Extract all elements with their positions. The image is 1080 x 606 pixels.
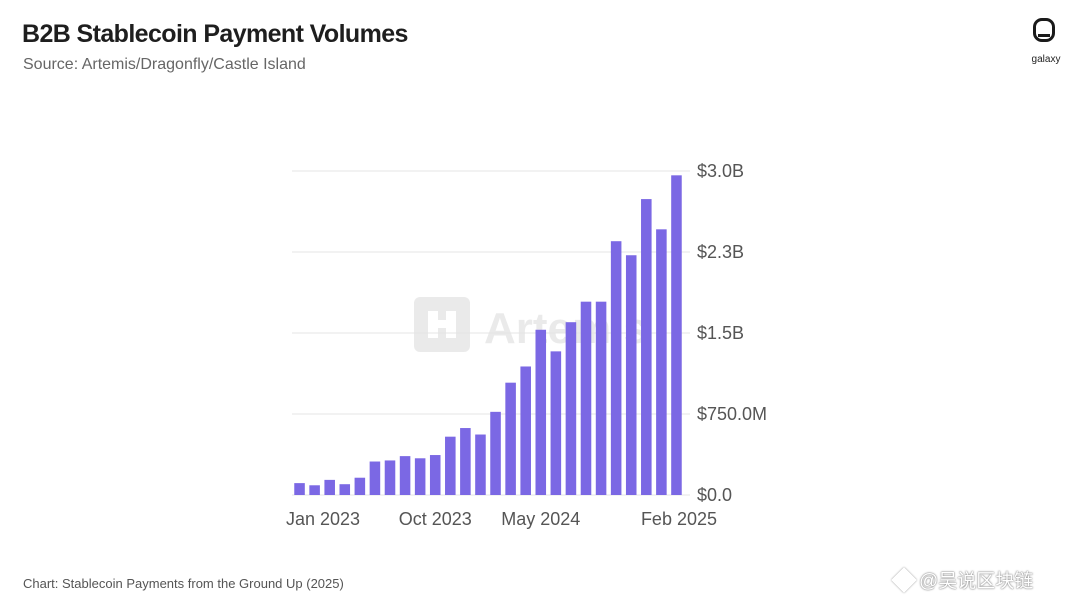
chart-credit: Chart: Stablecoin Payments from the Grou…: [23, 576, 344, 591]
galaxy-logo-text: galaxy: [1031, 54, 1061, 65]
x-tick-label: May 2024: [501, 509, 580, 529]
bar: [399, 456, 411, 495]
y-tick-label: $1.5B: [697, 323, 744, 343]
bar: [490, 411, 501, 495]
bar: [520, 366, 531, 495]
bar: [656, 229, 667, 495]
y-tick-label: $0.0: [697, 485, 732, 505]
bar: [354, 477, 366, 495]
bar: [445, 436, 456, 495]
watermark-handle: @吴说区块链: [891, 566, 1034, 593]
x-tick-label: Oct 2023: [399, 509, 472, 529]
diamond-icon: [891, 566, 917, 593]
galaxy-logo-mark: [1033, 18, 1055, 42]
bar: [460, 428, 471, 495]
bar: [610, 241, 622, 495]
bar: [294, 483, 305, 495]
bar: [565, 322, 577, 495]
watermark-handle-text: @吴说区块链: [919, 571, 1034, 592]
bar: [309, 485, 320, 495]
bar: [550, 351, 562, 495]
y-axis: $0.0 $750.0M $1.5B $2.3B $3.0B: [697, 161, 767, 505]
chart-source: Source: Artemis/Dragonfly/Castle Island: [23, 56, 306, 73]
x-axis: Jan 2023 Oct 2023 May 2024 Feb 2025: [286, 509, 717, 529]
bar: [384, 460, 396, 495]
bar: [324, 479, 335, 495]
bar: [339, 484, 351, 495]
x-tick-label: Jan 2023: [286, 509, 360, 529]
bar: [671, 175, 682, 495]
bar: [625, 255, 637, 495]
bar: [641, 199, 652, 495]
y-tick-label: $750.0M: [697, 404, 767, 424]
y-tick-label: $2.3B: [697, 242, 744, 262]
bars: [294, 175, 682, 495]
bar: [414, 458, 426, 495]
chart-title: B2B Stablecoin Payment Volumes: [22, 20, 408, 48]
artemis-logo-icon: [414, 297, 470, 352]
galaxy-logo-icon: galaxy: [1024, 16, 1068, 72]
bar: [580, 301, 592, 495]
bar: [429, 455, 441, 495]
bar: [535, 329, 547, 495]
bar: [595, 301, 607, 495]
x-tick-label: Feb 2025: [641, 509, 717, 529]
bar: [369, 461, 381, 495]
bar: [505, 382, 516, 495]
y-tick-label: $3.0B: [697, 161, 744, 181]
bar: [475, 434, 486, 495]
